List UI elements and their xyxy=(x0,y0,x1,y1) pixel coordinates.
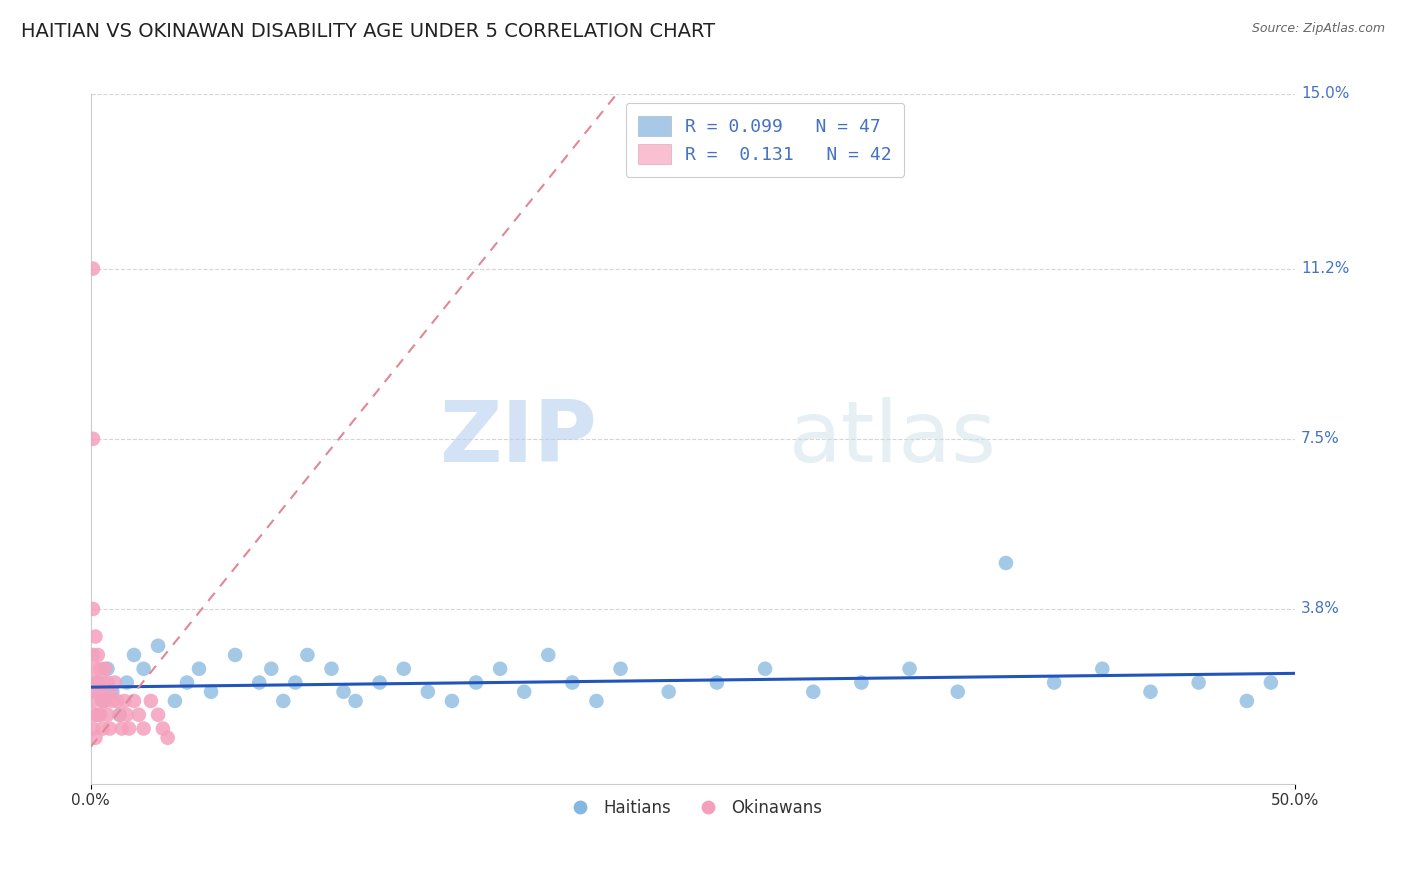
Point xyxy=(284,675,307,690)
Point xyxy=(416,685,439,699)
Text: 3.8%: 3.8% xyxy=(1301,601,1340,616)
Point xyxy=(156,731,179,745)
Text: atlas: atlas xyxy=(789,397,997,480)
Point xyxy=(273,694,295,708)
Point xyxy=(1188,675,1211,690)
Point xyxy=(84,685,107,699)
Point xyxy=(1043,675,1066,690)
Point xyxy=(1139,685,1161,699)
Point xyxy=(91,675,114,690)
Point xyxy=(87,675,110,690)
Point xyxy=(247,675,270,690)
Point xyxy=(609,662,631,676)
Point xyxy=(146,707,169,722)
Text: HAITIAN VS OKINAWAN DISABILITY AGE UNDER 5 CORRELATION CHART: HAITIAN VS OKINAWAN DISABILITY AGE UNDER… xyxy=(21,22,716,41)
Point xyxy=(368,675,391,690)
Point xyxy=(706,675,728,690)
Point xyxy=(98,685,121,699)
Point xyxy=(101,694,124,708)
Point xyxy=(321,662,343,676)
Point xyxy=(82,675,104,690)
Point xyxy=(118,722,141,736)
Point xyxy=(1091,662,1114,676)
Point xyxy=(108,707,131,722)
Point xyxy=(465,675,488,690)
Point xyxy=(87,707,110,722)
Point xyxy=(87,675,110,690)
Point xyxy=(84,630,107,644)
Text: 7.5%: 7.5% xyxy=(1301,432,1340,446)
Point xyxy=(146,639,169,653)
Point xyxy=(87,648,110,662)
Point xyxy=(115,675,138,690)
Point xyxy=(128,707,150,722)
Point xyxy=(82,602,104,616)
Legend: Haitians, Okinawans: Haitians, Okinawans xyxy=(557,792,830,823)
Point xyxy=(89,662,111,676)
Point xyxy=(91,694,114,708)
Point xyxy=(440,694,463,708)
Point xyxy=(260,662,283,676)
Point xyxy=(82,261,104,276)
Point xyxy=(851,675,873,690)
Point xyxy=(946,685,969,699)
Point xyxy=(224,648,246,662)
Point xyxy=(82,432,104,446)
Point xyxy=(132,722,155,736)
Point xyxy=(537,648,560,662)
Point xyxy=(122,694,145,708)
Point xyxy=(115,707,138,722)
Point xyxy=(91,694,114,708)
Point xyxy=(152,722,174,736)
Point xyxy=(89,707,111,722)
Point xyxy=(898,662,921,676)
Point xyxy=(84,662,107,676)
Point xyxy=(111,722,134,736)
Point xyxy=(84,707,107,722)
Point xyxy=(344,694,367,708)
Point xyxy=(84,731,107,745)
Point xyxy=(94,662,117,676)
Point xyxy=(297,648,319,662)
Point xyxy=(82,694,104,708)
Point xyxy=(332,685,354,699)
Point xyxy=(139,694,162,708)
Point xyxy=(188,662,211,676)
Point xyxy=(89,685,111,699)
Point xyxy=(132,662,155,676)
Point xyxy=(91,722,114,736)
Point xyxy=(994,556,1017,570)
Point xyxy=(101,685,124,699)
Point xyxy=(392,662,415,676)
Point xyxy=(108,707,131,722)
Point xyxy=(1260,675,1282,690)
Point xyxy=(122,648,145,662)
Point xyxy=(801,685,824,699)
Point xyxy=(94,694,117,708)
Point xyxy=(489,662,512,676)
Point xyxy=(98,722,121,736)
Point xyxy=(105,694,128,708)
Point xyxy=(104,675,127,690)
Point xyxy=(658,685,681,699)
Point xyxy=(96,675,118,690)
Point xyxy=(200,685,222,699)
Point xyxy=(513,685,536,699)
Text: 11.2%: 11.2% xyxy=(1301,261,1350,277)
Point xyxy=(163,694,186,708)
Text: Source: ZipAtlas.com: Source: ZipAtlas.com xyxy=(1251,22,1385,36)
Text: 15.0%: 15.0% xyxy=(1301,87,1350,102)
Point xyxy=(96,662,118,676)
Point xyxy=(1236,694,1258,708)
Point xyxy=(585,694,607,708)
Point xyxy=(176,675,198,690)
Point xyxy=(754,662,776,676)
Point xyxy=(82,648,104,662)
Point xyxy=(561,675,583,690)
Point xyxy=(82,722,104,736)
Point xyxy=(96,707,118,722)
Point xyxy=(112,694,135,708)
Text: ZIP: ZIP xyxy=(439,397,596,480)
